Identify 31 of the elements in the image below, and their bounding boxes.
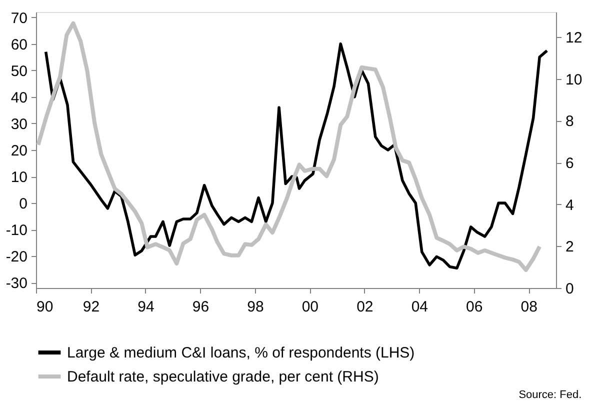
y-tick-label: 50 xyxy=(10,62,28,80)
x-tick-label: 94 xyxy=(138,298,154,316)
y-tick-label: 70 xyxy=(10,10,28,27)
y-tick-label: -10 xyxy=(6,222,28,240)
y-tick-label: 20 xyxy=(10,142,28,160)
source-note: Source: Fed. xyxy=(518,389,582,401)
y2-tick-label: 2 xyxy=(566,238,574,256)
x-tick-label: 96 xyxy=(192,298,210,316)
y-tick-label: -20 xyxy=(6,248,28,266)
x-tick-label: 00 xyxy=(302,298,319,316)
legend-label: Large & medium C&I loans, % of respondents (LHS) xyxy=(67,344,415,362)
y2-tick-label: 4 xyxy=(566,196,574,214)
x-tick-label: 92 xyxy=(82,298,100,316)
y2-tick-label: 10 xyxy=(566,71,582,88)
y2-tick-label: 12 xyxy=(566,30,582,47)
y-tick-label: 30 xyxy=(10,116,28,133)
x-tick-label: 06 xyxy=(466,298,483,316)
y-tick-label: 60 xyxy=(10,36,28,54)
y2-tick-label: 0 xyxy=(566,280,574,298)
y-tick-label: -30 xyxy=(6,275,28,292)
x-tick-label: 08 xyxy=(520,298,538,316)
x-tick-label: 02 xyxy=(356,298,374,316)
y-tick-label: 10 xyxy=(10,169,28,186)
y-tick-label: 40 xyxy=(10,89,28,106)
y2-tick-label: 8 xyxy=(566,113,574,130)
x-tick-label: 98 xyxy=(247,298,264,316)
x-tick-label: 04 xyxy=(411,298,428,316)
y2-tick-label: 6 xyxy=(566,155,574,172)
x-tick-label: 90 xyxy=(36,298,54,316)
legend-label: Default rate, speculative grade, per cent (RHS) xyxy=(67,368,379,386)
y-tick-label: 0 xyxy=(19,196,28,213)
